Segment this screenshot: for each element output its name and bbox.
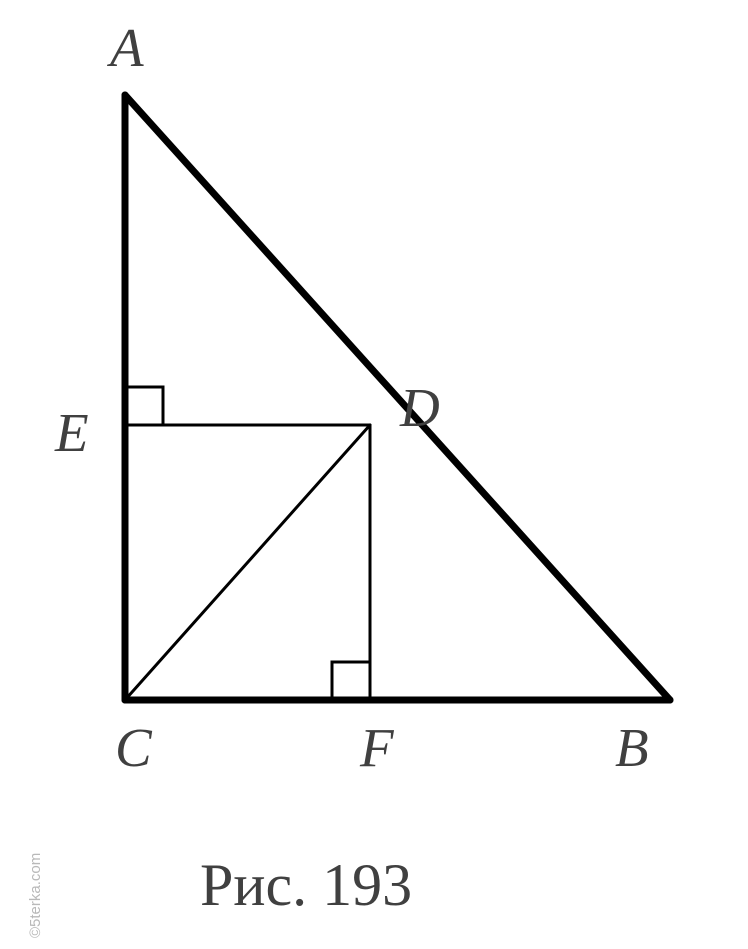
label-B: B: [615, 720, 649, 775]
label-C: C: [115, 720, 152, 775]
figure-caption: Рис. 193: [200, 855, 412, 915]
label-E: E: [55, 405, 89, 460]
label-D: D: [400, 380, 440, 435]
label-F: F: [360, 720, 394, 775]
geometry-diagram: [0, 0, 748, 949]
label-A: A: [110, 20, 144, 75]
figure-container: A E D C F B Рис. 193 ©5terka.com: [0, 0, 748, 949]
watermark-text: ©5terka.com: [28, 853, 43, 938]
